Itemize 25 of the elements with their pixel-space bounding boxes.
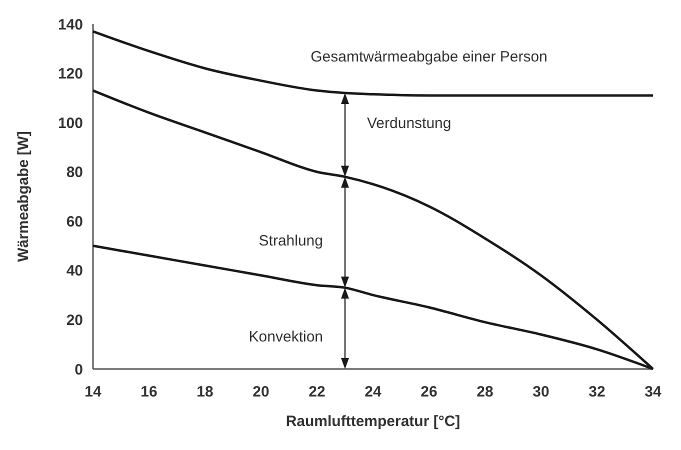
x-tick-label: 14 — [84, 383, 102, 400]
annotation: Strahlung — [258, 232, 323, 250]
y-tick-label: 20 — [66, 312, 83, 329]
series-label: Gesamtwärmeabgabe einer Person — [310, 48, 548, 66]
x-tick-label: 30 — [532, 383, 550, 400]
y-tick-label: 60 — [66, 213, 83, 230]
annotation: Konvektion — [248, 328, 323, 346]
x-tick-label: 32 — [588, 383, 606, 400]
x-tick-label: 22 — [308, 383, 326, 400]
x-axis-title: Raumlufttemperatur [°C] — [286, 413, 460, 430]
y-tick-label: 100 — [58, 114, 83, 132]
y-tick-label: 140 — [58, 16, 83, 34]
x-tick-label: 16 — [140, 383, 158, 400]
x-tick-label: 28 — [476, 383, 494, 400]
y-axis-title: Wärmeabgabe [W] — [15, 131, 32, 262]
y-tick-label: 80 — [66, 164, 83, 182]
x-tick-label: 24 — [364, 383, 382, 400]
y-tick-label: 40 — [66, 262, 83, 280]
x-tick-label: 20 — [252, 383, 270, 400]
x-tick-label: 34 — [644, 383, 662, 400]
annotation: Verdunstung — [367, 115, 452, 132]
y-tick-label: 0 — [74, 361, 83, 378]
x-tick-label: 26 — [420, 383, 438, 400]
y-tick-label: 120 — [58, 66, 83, 83]
x-tick-label: 18 — [196, 383, 214, 400]
